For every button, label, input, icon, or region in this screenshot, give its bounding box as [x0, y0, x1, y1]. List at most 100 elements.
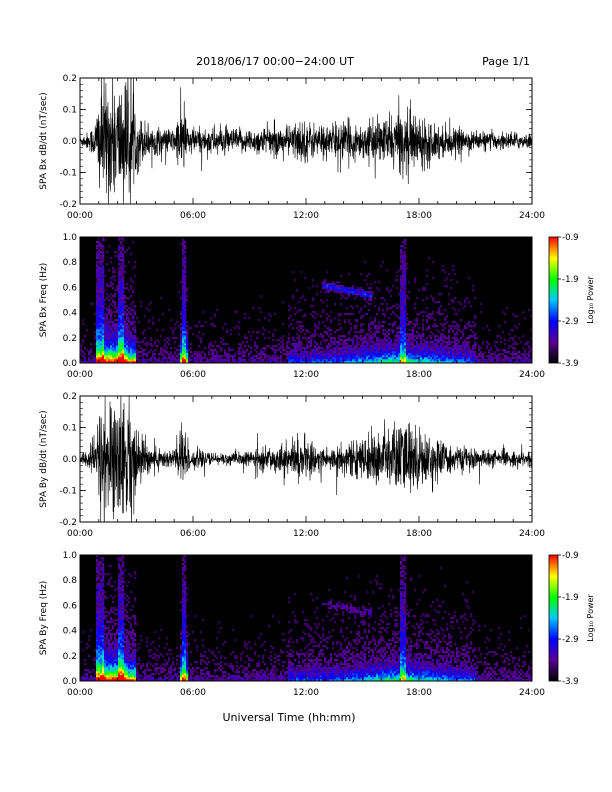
heatmap-cell	[404, 257, 407, 260]
heatmap-cell	[104, 347, 107, 350]
heatmap-cell	[498, 355, 501, 358]
heatmap-cell	[168, 673, 171, 676]
heatmap-cell	[112, 267, 115, 270]
heatmap-cell	[526, 343, 529, 346]
heatmap-cell	[370, 299, 373, 302]
heatmap-cell	[120, 305, 123, 308]
heatmap-cell	[398, 325, 401, 328]
heatmap-cell	[370, 351, 373, 354]
heatmap-cell	[118, 237, 121, 240]
heatmap-cell	[442, 269, 445, 272]
heatmap-cell	[430, 353, 433, 356]
heatmap-cell	[218, 357, 221, 360]
heatmap-cell	[408, 335, 411, 338]
heatmap-cell	[398, 335, 401, 338]
heatmap-cell	[304, 333, 307, 336]
heatmap-cell	[100, 665, 103, 668]
heatmap-cell	[304, 349, 307, 352]
heatmap-cell	[400, 295, 403, 298]
heatmap-cell	[104, 319, 107, 322]
heatmap-cell	[176, 355, 179, 358]
heatmap-cell	[404, 331, 407, 334]
heatmap-cell	[102, 667, 105, 670]
heatmap-cell	[122, 269, 125, 272]
heatmap-cell	[272, 347, 275, 350]
heatmap-cell	[98, 345, 101, 348]
heatmap-cell	[432, 343, 435, 346]
heatmap-cell	[394, 323, 397, 326]
heatmap-cell	[404, 275, 407, 278]
heatmap-cell	[112, 621, 115, 624]
heatmap-cell	[132, 321, 135, 324]
heatmap-cell	[116, 671, 119, 674]
heatmap-cell	[400, 255, 403, 258]
heatmap-cell	[184, 273, 187, 276]
heatmap-cell	[150, 669, 153, 672]
heatmap-cell	[102, 265, 105, 268]
heatmap-cell	[526, 353, 529, 356]
heatmap-cell	[366, 313, 369, 316]
heatmap-cell	[102, 597, 105, 600]
heatmap-cell	[292, 327, 295, 330]
heatmap-cell	[106, 627, 109, 630]
heatmap-cell	[320, 359, 323, 362]
heatmap-cell	[202, 311, 205, 314]
heatmap-cell	[240, 359, 243, 362]
heatmap-cell	[430, 351, 433, 354]
heatmap-cell	[186, 361, 189, 364]
heatmap-cell	[98, 299, 101, 302]
heatmap-cell	[118, 629, 121, 632]
heatmap-cell	[214, 349, 217, 352]
heatmap-cell	[102, 351, 105, 354]
heatmap-cell	[98, 291, 101, 294]
heatmap-cell	[136, 679, 139, 682]
heatmap-cell	[122, 641, 125, 644]
heatmap-cell	[80, 677, 83, 680]
heatmap-cell	[450, 355, 453, 358]
heatmap-cell	[112, 339, 115, 342]
heatmap-cell	[524, 343, 527, 346]
heatmap-cell	[124, 357, 127, 360]
heatmap-cell	[366, 347, 369, 350]
figure-title: 2018/06/17 00:00−24:00 UT	[196, 55, 354, 68]
heatmap-cell	[112, 655, 115, 658]
heatmap-cell	[146, 345, 149, 348]
heatmap-cell	[306, 347, 309, 350]
heatmap-cell	[352, 313, 355, 316]
heatmap-cell	[440, 293, 443, 296]
heatmap-cell	[414, 281, 417, 284]
heatmap-cell	[130, 633, 133, 636]
heatmap-cell	[102, 639, 105, 642]
heatmap-cell	[474, 335, 477, 338]
heatmap-cell	[418, 289, 421, 292]
heatmap-cell	[338, 315, 341, 318]
heatmap-cell	[216, 309, 219, 312]
heatmap-cell	[118, 301, 121, 304]
heatmap-cell	[122, 249, 125, 252]
heatmap-cell	[412, 353, 415, 356]
heatmap-cell	[100, 631, 103, 634]
heatmap-cell	[124, 647, 127, 650]
heatmap-cell	[460, 349, 463, 352]
heatmap-cell	[112, 337, 115, 340]
heatmap-cell	[118, 677, 121, 680]
heatmap-cell	[384, 337, 387, 340]
heatmap-cell	[452, 325, 455, 328]
heatmap-cell	[118, 633, 121, 636]
heatmap-cell	[348, 287, 351, 290]
heatmap-cell	[128, 639, 131, 642]
heatmap-cell	[400, 293, 403, 296]
heatmap-cell	[194, 359, 197, 362]
heatmap-cell	[126, 297, 129, 300]
heatmap-cell	[382, 331, 385, 334]
heatmap-cell	[184, 277, 187, 280]
heatmap-cell	[108, 639, 111, 642]
heatmap-cell	[96, 587, 99, 590]
heatmap-cell	[118, 599, 121, 602]
heatmap-cell	[98, 675, 101, 678]
heatmap-cell	[146, 637, 149, 640]
heatmap-cell	[310, 339, 313, 342]
heatmap-cell	[456, 361, 459, 364]
heatmap-cell	[350, 327, 353, 330]
heatmap-cell	[388, 343, 391, 346]
